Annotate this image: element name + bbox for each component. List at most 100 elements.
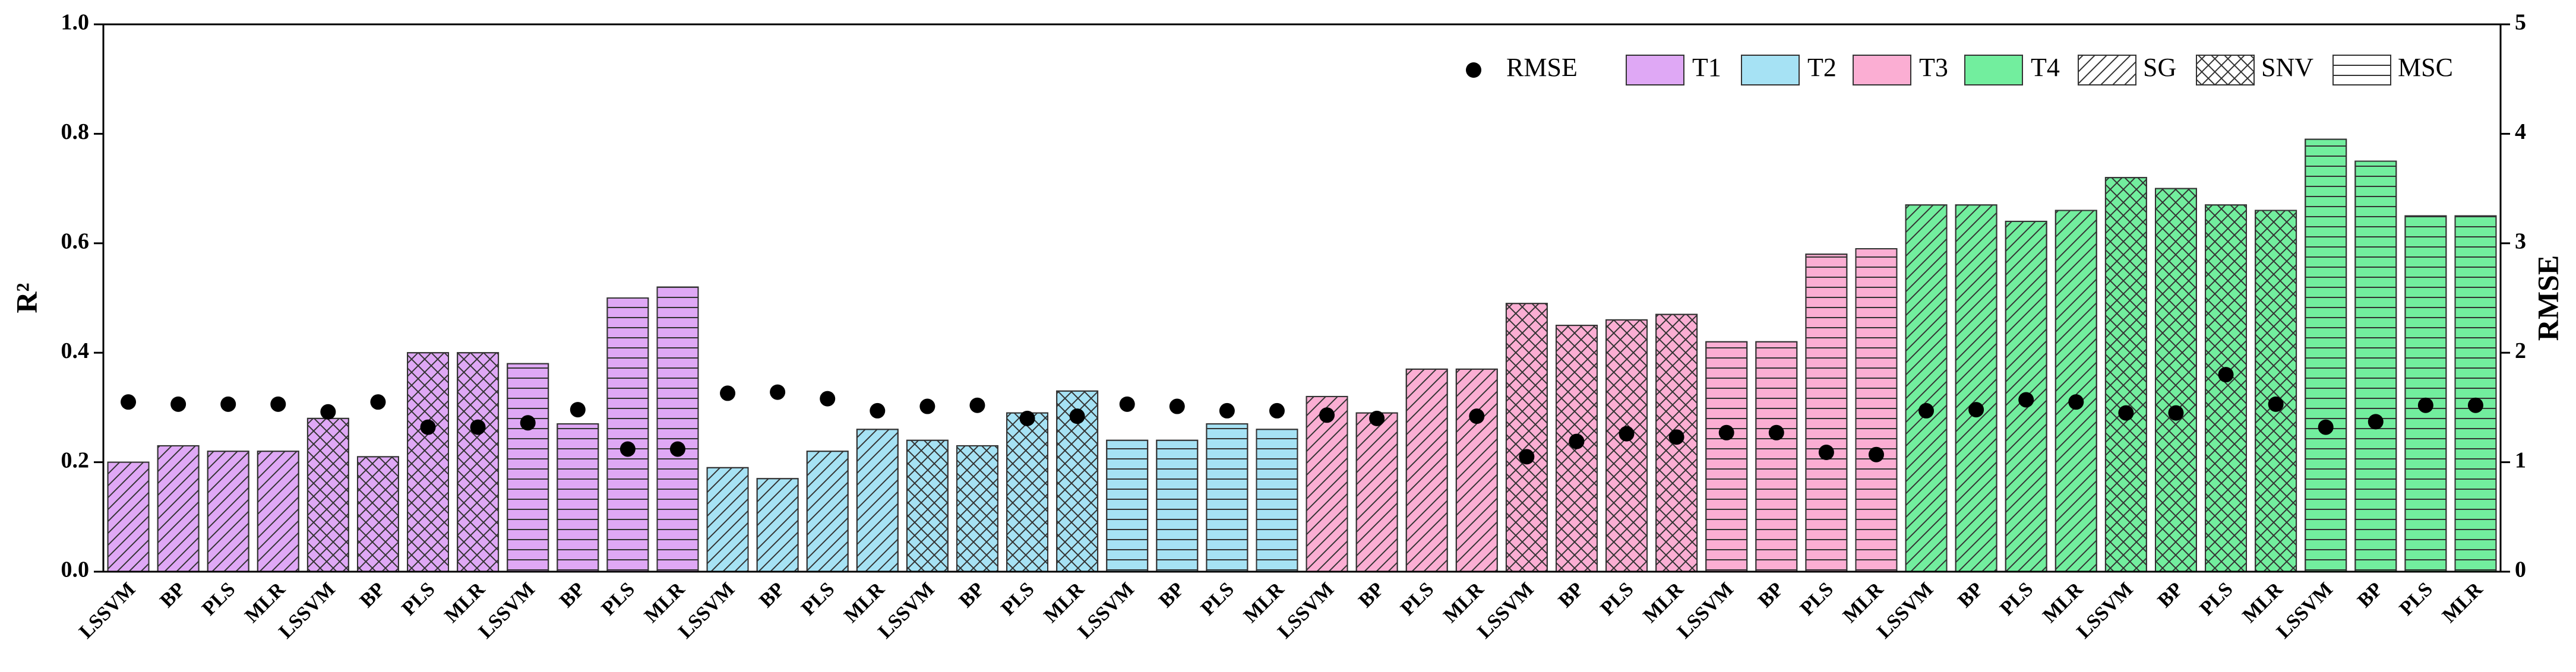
rmse-point xyxy=(2218,367,2234,383)
y2-tick-label: 1 xyxy=(2515,448,2526,473)
rmse-point xyxy=(2368,414,2384,430)
rmse-point xyxy=(2018,392,2034,408)
x-tick-label: PLS xyxy=(598,578,639,620)
x-tick-label: LSSVM xyxy=(2272,578,2337,643)
rmse-point xyxy=(669,441,685,457)
rmse-point xyxy=(2168,405,2184,421)
x-tick-label: PLS xyxy=(397,578,439,620)
legend-label: T4 xyxy=(2031,53,2060,82)
rmse-point xyxy=(2118,405,2134,421)
bar-hatch xyxy=(107,461,150,572)
x-tick-label: LSSVM xyxy=(2073,578,2138,643)
bar-hatch xyxy=(1905,204,1948,572)
x-tick-label: LSSVM xyxy=(75,578,140,643)
bar-hatch xyxy=(1455,368,1498,572)
bar-hatch xyxy=(1805,253,1848,572)
bar-hatch xyxy=(557,423,599,572)
bar-hatch xyxy=(2454,215,2497,572)
x-tick-label: BP xyxy=(555,578,589,612)
legend-swatch xyxy=(1741,55,1800,85)
bar-hatch xyxy=(407,352,450,572)
rmse-point xyxy=(1469,408,1485,424)
legend-label: SG xyxy=(2143,53,2176,82)
x-tick-label: BP xyxy=(755,578,789,612)
x-tick-label: BP xyxy=(356,578,390,612)
x-tick-label: LSSVM xyxy=(475,578,539,643)
rmse-point xyxy=(1968,402,1984,418)
bar-hatch xyxy=(1206,423,1249,572)
rmse-point xyxy=(2318,419,2334,435)
y2-tick-label: 3 xyxy=(2515,229,2526,254)
legend-label: T2 xyxy=(1807,53,1837,82)
rmse-point xyxy=(919,398,935,414)
rmse-point xyxy=(1069,408,1085,424)
bar-hatch xyxy=(2154,188,2197,573)
x-tick-label: LSSVM xyxy=(1873,578,1937,643)
bar-hatch xyxy=(1955,204,1997,572)
bar-hatch xyxy=(2305,138,2347,572)
x-tick-label: BP xyxy=(2353,578,2387,612)
y-axis-label: R² xyxy=(10,283,43,313)
x-tick-label: BP xyxy=(1354,578,1388,612)
bar-hatch xyxy=(306,417,349,573)
legend-swatch xyxy=(2196,55,2255,85)
x-tick-label: PLS xyxy=(1796,578,1838,620)
rmse-point xyxy=(870,402,886,419)
rmse-point xyxy=(1868,446,1884,462)
rmse-point xyxy=(619,441,636,457)
rmse-point xyxy=(2417,397,2433,413)
bar-hatch xyxy=(207,451,249,572)
bar-hatch xyxy=(1755,341,1798,572)
rmse-point xyxy=(2467,397,2483,413)
rmse-point xyxy=(1619,426,1635,442)
bar-hatch xyxy=(1256,429,1298,573)
x-tick-label: LSSVM xyxy=(1474,578,1538,643)
bar-hatch xyxy=(1106,439,1149,572)
bar-hatch xyxy=(2354,160,2397,572)
x-tick-label: BP xyxy=(1954,578,1987,612)
bar-hatch xyxy=(856,429,899,573)
rmse-point xyxy=(1668,429,1684,445)
y2-tick-label: 5 xyxy=(2515,10,2526,35)
bar-hatch xyxy=(1855,248,1898,572)
rmse-point xyxy=(1319,407,1335,423)
rmse-point xyxy=(370,394,386,410)
y2-tick-label: 4 xyxy=(2515,119,2526,144)
rmse-point xyxy=(1369,410,1385,426)
bar-hatch xyxy=(2404,215,2447,572)
bar-hatch xyxy=(706,467,749,572)
y-tick-label: 0.8 xyxy=(61,119,90,144)
x-tick-label: PLS xyxy=(797,578,839,620)
legend-swatch xyxy=(1964,55,2023,85)
x-tick-label: PLS xyxy=(1396,578,1438,620)
rmse-point xyxy=(570,402,586,418)
rmse-point xyxy=(1768,424,1784,440)
bar-hatch xyxy=(2205,204,2248,572)
bar-hatch xyxy=(457,352,500,572)
y-tick-label: 0.6 xyxy=(61,229,90,254)
rmse-point xyxy=(121,394,137,410)
rmse-point xyxy=(969,397,985,413)
bar-hatch xyxy=(656,286,699,572)
x-tick-label: BP xyxy=(2154,578,2188,612)
bar-hatch xyxy=(2055,210,2097,573)
bar-hatch xyxy=(257,451,299,572)
rmse-point xyxy=(220,396,236,412)
bar-hatch xyxy=(1006,412,1049,572)
legend-swatch xyxy=(1853,55,1911,85)
bar-hatch xyxy=(906,439,949,572)
x-tick-label: LSSVM xyxy=(1074,578,1139,643)
bar-hatch xyxy=(507,363,549,572)
x-tick-label: PLS xyxy=(1596,578,1638,620)
y-tick-label: 1.0 xyxy=(61,10,90,35)
x-tick-label: LSSVM xyxy=(674,578,739,643)
rmse-point xyxy=(270,396,286,412)
rmse-point xyxy=(720,385,736,401)
bar-hatch xyxy=(356,456,399,572)
bar-hatch xyxy=(1355,412,1398,572)
x-tick-label: BP xyxy=(955,578,989,612)
legend-swatch xyxy=(2078,55,2136,85)
x-tick-label: PLS xyxy=(1197,578,1238,620)
legend-label: T1 xyxy=(1692,53,1721,82)
